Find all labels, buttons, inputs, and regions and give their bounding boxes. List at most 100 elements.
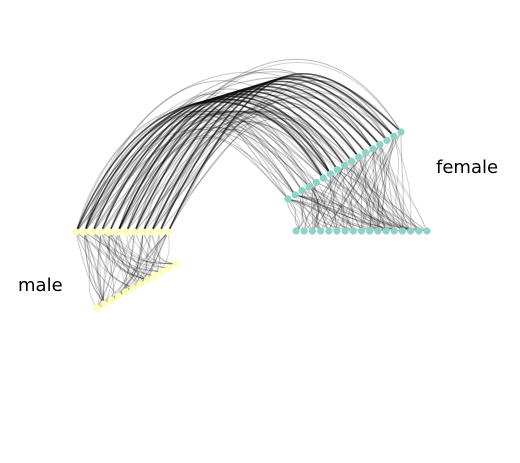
inter-group-edge: [92, 102, 289, 233]
male-horizontal-node: [105, 228, 114, 236]
inter-group-edge: [75, 104, 331, 233]
female-horizontal-node: [366, 227, 374, 235]
male-horizontal-node: [130, 228, 139, 236]
inter-group-edge: [75, 88, 374, 233]
inter-group-edge: [142, 122, 317, 233]
inter-group-edge: [75, 99, 346, 233]
intra-female-edge: [358, 156, 403, 232]
female-diagonal-node: [355, 153, 363, 161]
inter-group-edge: [159, 128, 317, 233]
intra-female-edge: [336, 169, 395, 232]
intra-male-edge: [103, 231, 110, 305]
inter-group-edge: [117, 110, 338, 233]
edge-layer: [75, 59, 428, 309]
inter-group-edge: [100, 113, 324, 233]
inter-group-edge: [117, 113, 303, 233]
inter-group-edge: [133, 91, 331, 233]
female-horizontal-node: [390, 227, 398, 235]
intra-female-edge: [322, 177, 428, 232]
intra-female-edge: [341, 165, 346, 232]
intra-female-edge: [351, 160, 420, 232]
inter-group-edge: [108, 61, 402, 233]
male-diagonal-node: [150, 272, 159, 280]
male-diagonal-node: [129, 284, 137, 292]
inter-group-edge: [150, 83, 381, 233]
inter-group-edge: [125, 97, 395, 233]
intra-male-edge: [117, 231, 148, 281]
intra-female-edge: [295, 165, 345, 232]
inter-group-edge: [75, 110, 313, 233]
inter-group-edge: [142, 89, 360, 233]
male-horizontal-node: [80, 228, 88, 236]
intra-male-edge: [125, 231, 144, 293]
intra-male-edge: [109, 231, 163, 273]
intra-female-edge: [361, 131, 402, 232]
inter-group-edge: [117, 59, 402, 233]
intra-female-edge: [336, 169, 395, 232]
inter-group-edge: [83, 88, 331, 233]
intra-male-edge: [102, 231, 110, 305]
female-diagonal-node: [284, 195, 292, 203]
inter-group-edge: [100, 110, 403, 233]
inter-group-edge: [83, 110, 362, 233]
female-horizontal-node: [333, 227, 341, 235]
intra-female-edge: [300, 185, 310, 232]
intra-female-edge: [287, 198, 379, 232]
inter-group-edge: [117, 110, 362, 233]
inter-group-edge: [125, 120, 324, 233]
female-diagonal-node: [369, 145, 377, 153]
female-diagonal-node: [383, 136, 391, 144]
female-diagonal-node: [291, 191, 299, 199]
intra-male-edge: [83, 231, 134, 289]
intra-female-edge: [303, 169, 338, 232]
intra-female-edge: [372, 148, 428, 232]
intra-female-edge: [372, 148, 379, 232]
intra-female-edge: [322, 177, 387, 232]
inter-group-edge: [150, 96, 374, 233]
intra-female-edge: [333, 165, 345, 232]
intra-male-edge: [75, 231, 134, 289]
intra-female-edge: [336, 169, 428, 232]
intra-female-edge: [336, 169, 412, 232]
female-horizontal-node: [407, 227, 415, 235]
intra-female-edge: [294, 194, 395, 232]
inter-group-edge: [133, 111, 331, 233]
intra-female-edge: [344, 165, 412, 232]
inter-group-edge: [100, 68, 381, 233]
female-horizontal-node: [423, 227, 431, 235]
female-diagonal-node: [333, 166, 341, 174]
inter-group-edge: [125, 106, 310, 233]
inter-group-edge: [75, 110, 330, 233]
inter-group-edge: [150, 117, 310, 233]
male-diagonal-node: [136, 280, 144, 288]
intra-female-edge: [320, 152, 367, 232]
inter-group-edge: [92, 94, 331, 233]
male-diagonal-node: [114, 292, 123, 300]
male-diagonal-node: [93, 304, 101, 312]
inter-group-edge: [125, 111, 346, 233]
intra-female-edge: [322, 177, 354, 232]
intra-female-edge: [294, 194, 379, 232]
intra-female-edge: [315, 181, 330, 232]
intra-female-edge: [329, 173, 395, 232]
inter-group-edge: [150, 110, 330, 233]
intra-female-edge: [308, 185, 371, 232]
inter-group-edge: [133, 92, 388, 233]
intra-female-edge: [358, 156, 387, 232]
intra-male-edge: [102, 231, 111, 305]
intra-female-edge: [308, 185, 322, 232]
intra-female-edge: [365, 152, 420, 232]
intra-male-edge: [109, 231, 170, 269]
intra-female-edge: [301, 190, 313, 232]
intra-female-edge: [400, 131, 404, 232]
female-horizontal-node: [308, 227, 316, 235]
female-horizontal-node: [317, 227, 325, 235]
intra-male-edge: [100, 231, 177, 265]
intra-male-edge: [139, 231, 161, 285]
female-diagonal-node: [348, 157, 356, 165]
intra-female-edge: [377, 144, 386, 232]
male-horizontal-node: [97, 228, 105, 236]
intra-female-edge: [314, 181, 322, 232]
intra-female-edge: [336, 135, 395, 232]
intra-male-edge: [92, 231, 155, 277]
